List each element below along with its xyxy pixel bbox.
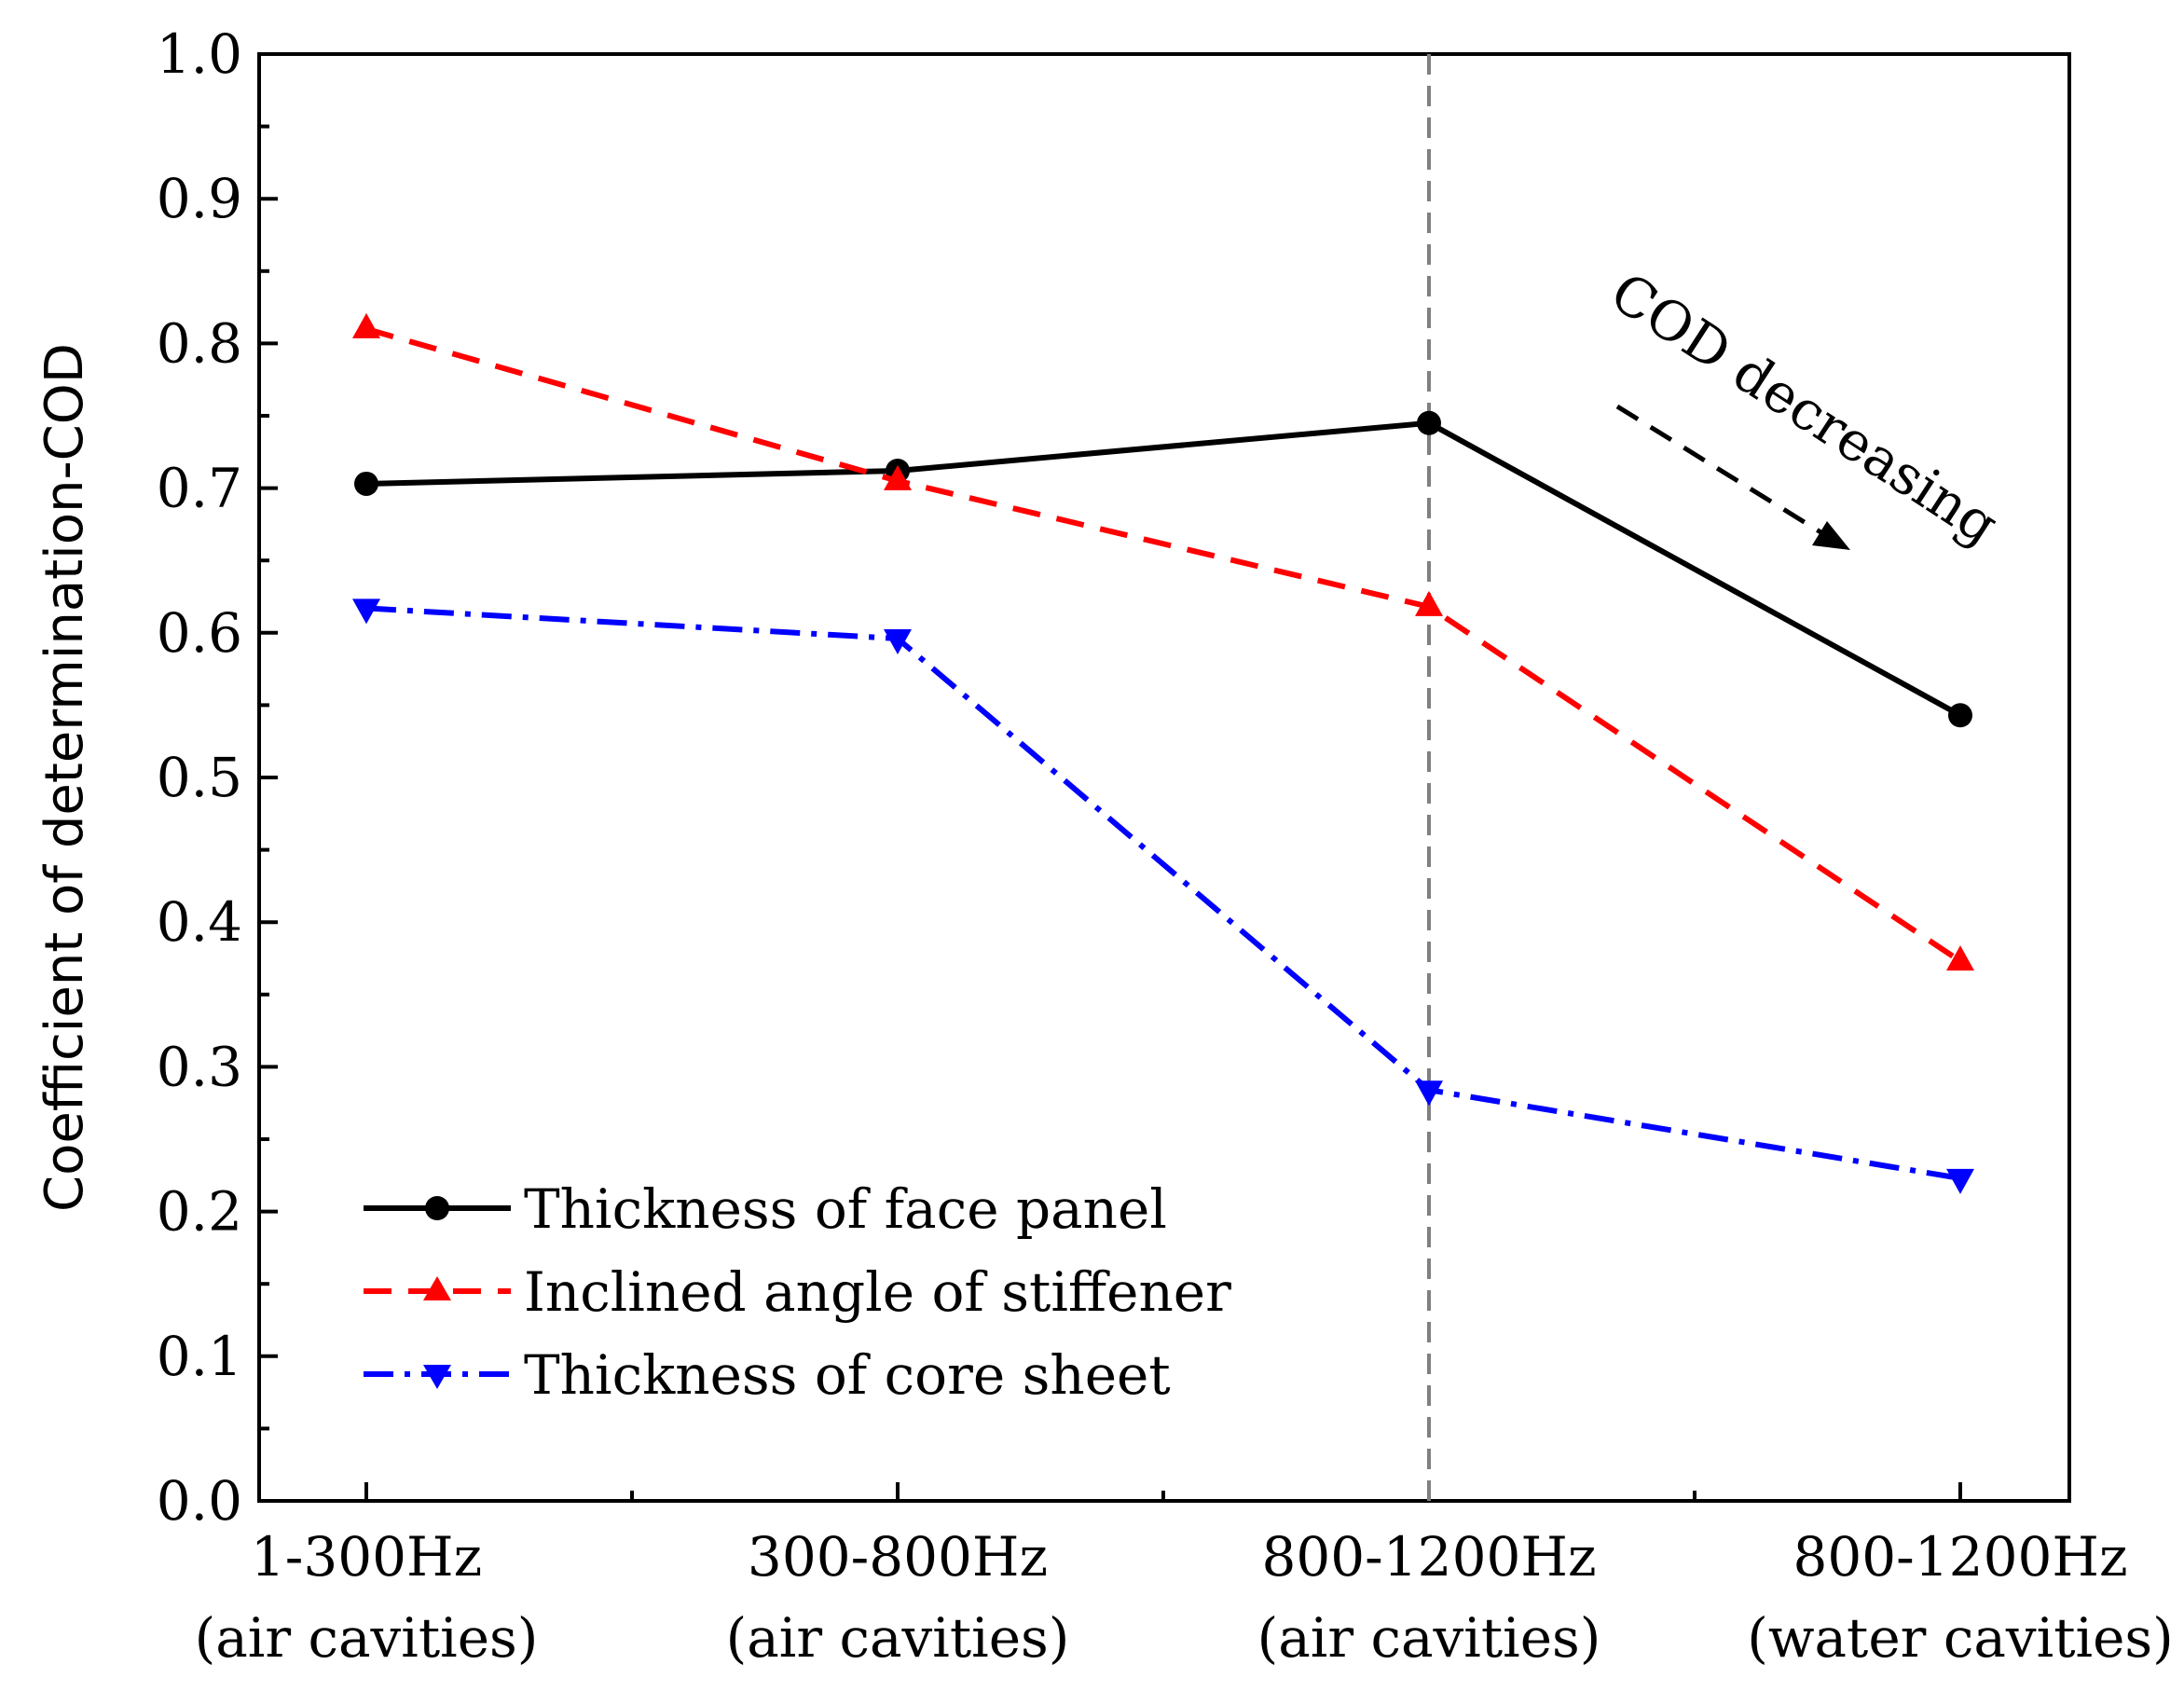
x-tick-label: 300-800Hz [748,1525,1048,1589]
y-tick-label: 0.3 [157,1035,242,1098]
y-tick-label: 0.8 [157,311,242,375]
annotation: COD decreasing [1600,260,2010,557]
data-point [884,629,912,655]
series-1 [354,410,1972,728]
legend-label-stiffener: Inclined angle of stiffener [524,1260,1231,1324]
data-point [352,312,380,338]
series-2 [352,312,1974,971]
legend-entry-stiffener: Inclined angle of stiffener [364,1260,1231,1324]
y-axis-label: Coefficient of determination-COD [34,343,95,1212]
legend-marker-triangle-up [423,1276,451,1300]
annotation-text: COD decreasing [1600,260,2010,557]
legend-entry-core-sheet: Thickness of core sheet [364,1343,1171,1407]
series-line [365,605,1961,1181]
data-point [1417,410,1441,435]
y-tick-label: 0.0 [157,1469,242,1533]
y-tick-label: 0.2 [157,1180,242,1244]
series-3 [352,598,1974,1194]
series-line [365,325,1962,964]
annotation-arrow-shaft [1615,404,1824,536]
legend-marker-circle [425,1196,449,1220]
y-tick-label: 0.5 [157,746,242,809]
y-tick-label: 0.1 [157,1325,242,1388]
data-point [354,471,378,496]
y-tick-label: 0.6 [157,601,242,665]
x-tick-label: 800-1200Hz [1793,1525,2127,1589]
y-tick-label: 0.9 [157,167,242,230]
data-point [352,598,380,625]
legend-label-face-panel: Thickness of face panel [524,1177,1167,1241]
data-point [1415,1080,1443,1107]
data-point [1946,1168,1974,1194]
legend-entry-face-panel: Thickness of face panel [364,1177,1167,1241]
data-point [1415,590,1443,616]
legend-marker-triangle-down [423,1365,451,1389]
legend: Thickness of face panel Inclined angle o… [364,1177,1231,1407]
y-tick-label: 0.7 [157,457,242,520]
x-tick-label-sub: (water cavities) [1747,1606,2174,1670]
x-tick-label-sub: (air cavities) [1257,1606,1601,1670]
x-tick-label: 1-300Hz [251,1525,482,1589]
y-tick-label: 1.0 [157,22,242,86]
data-point [884,464,912,490]
legend-label-core-sheet: Thickness of core sheet [524,1343,1171,1407]
series-layer [352,312,1974,1194]
x-axis: 1-300Hz (air cavities) 300-800Hz (air cavit… [195,1482,2174,1670]
data-point [1946,945,1974,971]
data-point [1948,703,1972,728]
x-tick-label: 800-1200Hz [1261,1525,1596,1589]
y-axis: 0.0 0.1 0.2 0.3 0.4 0.5 0.6 0.7 0.8 0.9 1.0 [157,22,278,1533]
annotation-arrowhead [1812,521,1850,550]
series-line [365,420,1962,718]
x-tick-label-sub: (air cavities) [195,1606,539,1670]
x-tick-label-sub: (air cavities) [726,1606,1070,1670]
y-tick-label: 0.4 [157,890,242,954]
